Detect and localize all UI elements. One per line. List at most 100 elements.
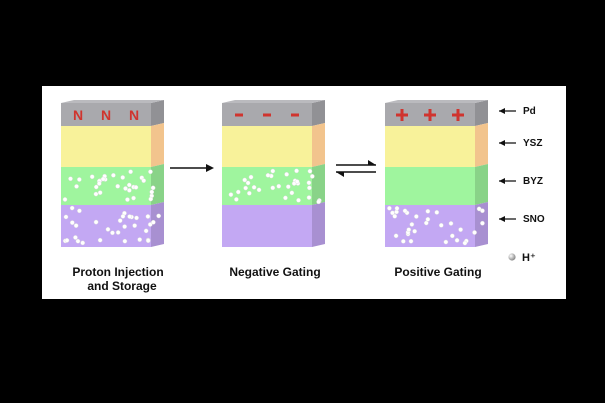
stack-2-proton: [228, 192, 234, 197]
stack-1-proton: [117, 218, 123, 223]
stack-3-byz-side: [475, 164, 488, 205]
stack-1-proton: [120, 175, 126, 180]
stack-2-proton: [306, 180, 312, 186]
stack-1-pd-side: [151, 100, 164, 126]
stack-3-proton: [402, 208, 408, 214]
stack-2-sno-side: [312, 202, 325, 247]
stack-3-byz-layer: [385, 167, 475, 205]
stack-1-proton: [145, 214, 151, 219]
stack-1-proton: [133, 185, 139, 190]
stack-3-proton: [412, 228, 417, 234]
stack-1-proton: [75, 238, 81, 244]
stack-2-proton: [248, 174, 254, 180]
stack-1-proton: [131, 195, 136, 201]
reversible-arrow-top-head: [368, 160, 376, 165]
stack-2-proton: [306, 195, 312, 200]
legend-pointer-ysz: [499, 140, 516, 146]
stack-2-ysz-side: [312, 123, 325, 167]
stack-1-proton: [80, 240, 85, 246]
arrow-group: [170, 160, 376, 177]
stack-1-proton: [141, 178, 146, 183]
stack-1-proton: [62, 197, 68, 202]
stack-1-proton: [97, 190, 103, 195]
stack-3-proton: [409, 222, 415, 227]
stack-1-pd-layer: [61, 103, 151, 126]
stack-3-symbol-0: [396, 109, 408, 121]
stack-2-ysz-layer: [222, 126, 312, 167]
stack-2-proton: [247, 190, 252, 196]
stack-3-proton: [443, 239, 449, 245]
stack-1-proton: [70, 220, 75, 225]
stack-3-symbol-2: [452, 109, 464, 121]
stack-2-proton: [276, 183, 282, 189]
stack-1-proton: [97, 237, 103, 243]
stack-3-proton: [450, 233, 455, 239]
stack-3-proton: [392, 213, 398, 219]
stack-2-symbol-0: [235, 113, 243, 117]
stack-1-proton: [125, 197, 130, 202]
stack-1-caption: Proton Injection and Storage: [58, 265, 178, 293]
stack-3: [385, 100, 488, 247]
stack-1-proton: [127, 214, 132, 219]
stack-1-proton: [111, 172, 116, 178]
stack-1-proton: [93, 191, 99, 197]
stack-1-proton: [143, 228, 149, 234]
stack-2-proton: [245, 180, 251, 186]
stack-1-proton: [93, 219, 99, 225]
stack-1-proton: [100, 176, 106, 182]
stack-1-proton: [110, 230, 115, 236]
legend-label-byz: BYZ: [523, 176, 543, 187]
stack-2-sno-layer: [222, 205, 312, 247]
legend-label-pd: Pd: [523, 106, 536, 117]
stack-1-proton: [89, 174, 95, 180]
stack-1-proton: [93, 184, 99, 190]
reversible-arrow-bottom-head: [336, 172, 344, 177]
stack-3-proton: [448, 221, 454, 226]
stack-3-proton: [425, 208, 431, 214]
stack-3-proton: [387, 205, 392, 211]
stack-1-proton: [77, 177, 82, 182]
stack-1-proton: [73, 235, 78, 240]
stack-1-ysz-layer: [61, 126, 151, 167]
stack-3-proton: [408, 238, 414, 244]
stack-1-proton: [122, 238, 128, 244]
stack-1-proton: [122, 224, 127, 229]
stack-3-proton: [425, 217, 431, 222]
stack-2-proton: [316, 199, 321, 205]
stack-1-proton: [96, 181, 102, 186]
legend-label-proton: H⁺: [522, 252, 536, 264]
stack-1-proton: [148, 169, 153, 175]
stack-2-proton: [283, 195, 288, 201]
stack-1-proton: [137, 237, 143, 242]
stack-1-symbol-0: N: [73, 107, 83, 123]
stack-2-symbol-1: [263, 113, 271, 117]
stack-2-proton: [251, 185, 257, 190]
stack-1-proton: [74, 184, 79, 189]
stack-2: [222, 100, 325, 247]
stack-1-proton: [127, 188, 132, 193]
stack-2-proton: [294, 168, 299, 174]
stack-2-proton: [256, 187, 262, 193]
stack-1-symbol-1: N: [101, 107, 111, 123]
stack-2-proton: [270, 168, 276, 174]
stack-1-proton: [149, 189, 155, 195]
stack-3-ysz-layer: [385, 126, 475, 167]
stack-1-proton: [151, 219, 156, 225]
stack-3-pd-side: [475, 100, 488, 126]
stack-2-proton: [270, 185, 276, 191]
stack-1-proton: [147, 222, 153, 227]
legend-pointer-pd: [499, 108, 516, 114]
stack-3-proton: [480, 208, 485, 214]
stack-3-proton: [438, 223, 444, 228]
stack-2-proton: [307, 185, 312, 191]
stack-1-proton: [105, 227, 111, 232]
stack-3-proton: [472, 230, 477, 235]
stack-2-top-face: [222, 100, 325, 103]
stack-1-proton: [115, 230, 121, 235]
stack-1-proton: [120, 214, 126, 219]
stack-1-proton: [63, 214, 69, 220]
legend-pointer-byz: [499, 178, 516, 184]
stack-1-proton: [134, 215, 139, 221]
stack-2-proton: [294, 179, 300, 184]
